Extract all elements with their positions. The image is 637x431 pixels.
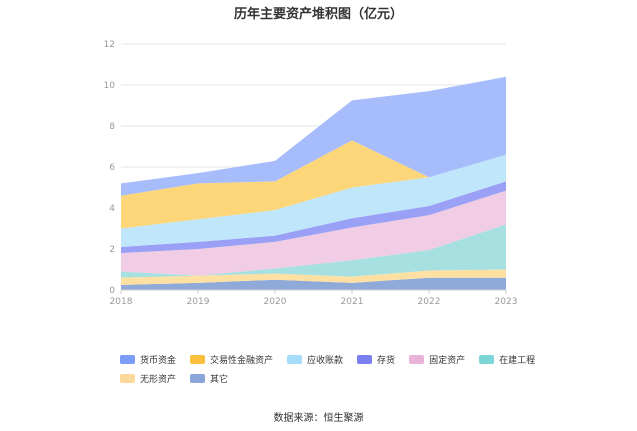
legend-item[interactable]: 在建工程 [479,353,535,366]
x-tick-label: 2019 [187,297,210,307]
legend-label: 固定资产 [429,356,466,366]
area-其它 [121,277,506,290]
area-交易性金融资产 [121,140,506,229]
legend-swatch [409,355,425,364]
axes: 0 2 4 6 8 10 12 2018 2019 2020 2021 2022 2023 [104,40,518,307]
legend-swatch [357,355,373,364]
legend-label: 无形资产 [140,375,177,385]
legend-swatch [120,355,135,364]
legend-item[interactable]: 存货 [357,353,395,366]
x-tick-label: 2020 [264,297,287,307]
legend-item[interactable]: 货币资金 [120,353,176,366]
legend-item[interactable]: 其它 [190,372,228,385]
legend-swatch [190,374,206,383]
legend-label: 货币资金 [140,356,177,366]
y-tick-label: 6 [109,163,115,173]
legend: 货币资金 交易性金融资产 应收账款 存货 固定资产 在建工程无形资产 其它 [120,353,540,385]
legend-swatch [479,355,495,364]
area-存货 [121,181,506,254]
area-无形资产 [121,269,506,285]
y-tick-label: 2 [109,245,115,255]
x-tick-label: 2018 [110,297,133,307]
legend-item[interactable]: 无形资产 [120,372,176,385]
area-货币资金 [121,76,506,196]
stacked-area-chart: 0 2 4 6 8 10 12 2018 2019 2020 2021 2022 2023 [104,40,518,307]
y-tick-label: 10 [104,81,116,91]
y-tick-label: 0 [109,286,115,296]
data-source: 数据来源：恒生聚源 [273,413,364,424]
legend-swatch [120,374,135,383]
legend-label: 应收账款 [307,356,344,366]
y-tick-label: 12 [104,40,115,50]
x-tick-label: 2021 [341,297,364,307]
chart-title: 历年主要资产堆积图（亿元） [233,7,403,22]
area-series [121,76,506,290]
x-tick-label: 2022 [418,297,441,307]
legend-item[interactable]: 应收账款 [287,353,343,366]
legend-label: 存货 [377,356,396,366]
legend-label: 在建工程 [499,356,536,366]
legend-label: 交易性金融资产 [210,356,274,366]
area-应收账款 [121,154,506,247]
y-tick-label: 8 [109,122,115,132]
area-在建工程 [121,224,506,278]
legend-swatch [190,355,206,364]
legend-item[interactable]: 固定资产 [409,353,465,366]
y-tick-label: 4 [109,204,115,214]
legend-label: 其它 [210,375,229,385]
x-tick-label: 2023 [495,297,518,307]
legend-item[interactable]: 交易性金融资产 [190,353,273,366]
legend-swatch [287,355,303,364]
area-固定资产 [121,190,506,276]
